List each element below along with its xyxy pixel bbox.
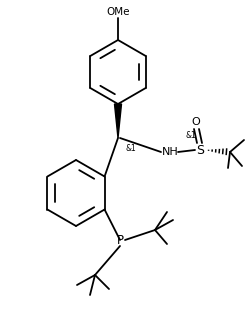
Text: &1: &1 (126, 144, 137, 153)
Text: S: S (196, 143, 204, 156)
Text: O: O (192, 117, 200, 127)
Text: P: P (116, 233, 123, 246)
Text: NH: NH (162, 147, 178, 157)
Polygon shape (114, 104, 121, 138)
Text: OMe: OMe (106, 7, 130, 17)
Text: &1: &1 (186, 131, 197, 140)
